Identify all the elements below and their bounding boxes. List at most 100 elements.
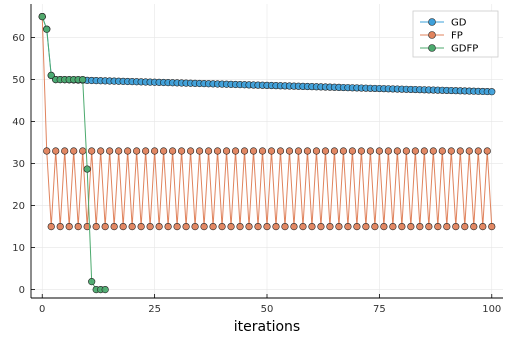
data-point-fp [115, 147, 123, 155]
data-point-fp [169, 147, 177, 155]
data-point-fp [101, 223, 109, 231]
data-point-fp [407, 223, 415, 231]
legend-marker [428, 44, 436, 52]
data-point-fp [308, 223, 316, 231]
data-point-fp [160, 147, 168, 155]
data-point-fp [321, 147, 330, 155]
data-point-fp [191, 223, 199, 231]
x-tick-label: 0 [39, 304, 45, 315]
data-point-fp [195, 147, 204, 155]
data-point-fp [474, 147, 482, 155]
x-tick-label: 50 [261, 304, 274, 315]
data-point-fp [344, 223, 352, 231]
data-point-fp [272, 223, 280, 231]
x-axis-label: iterations [234, 319, 300, 335]
data-point-fp [290, 223, 298, 231]
data-point-fp [263, 223, 271, 231]
data-point-fp [88, 147, 96, 155]
data-point-fp [447, 147, 455, 155]
data-point-gdfp [79, 75, 87, 84]
data-point-fp [155, 223, 163, 231]
data-point-fp [146, 223, 154, 231]
x-tick-label: 100 [482, 304, 501, 315]
data-point-fp [452, 223, 460, 231]
data-point-fp [402, 147, 410, 155]
data-point-fp [65, 223, 73, 231]
data-point-fp [164, 223, 172, 231]
data-point-fp [245, 223, 253, 231]
y-tick-label: 0 [19, 285, 25, 296]
data-point-fp [312, 147, 321, 155]
legend-label: GD [451, 18, 467, 29]
data-point-fp [70, 147, 78, 155]
data-point-fp [366, 147, 374, 155]
data-point-gd [488, 88, 496, 96]
axes [30, 4, 503, 299]
y-tick-label: 40 [12, 117, 25, 128]
data-point-gdfp [47, 71, 55, 79]
series-gd [38, 13, 496, 96]
data-point-fp [375, 147, 383, 155]
data-point-fp [61, 147, 69, 155]
data-point-fp [200, 223, 208, 231]
data-point-fp [249, 147, 258, 155]
data-point-fp [52, 147, 60, 155]
data-point-fp [353, 223, 361, 231]
series-layer [38, 13, 496, 294]
data-point-fp [425, 223, 433, 231]
y-tick-label: 20 [12, 201, 25, 212]
series-gdfp [38, 13, 109, 294]
data-point-fp [142, 147, 150, 155]
data-point-fp [398, 223, 406, 231]
data-point-gdfp [101, 286, 109, 294]
data-point-fp [204, 147, 213, 155]
data-point-fp [106, 147, 114, 155]
data-point-fp [479, 223, 487, 231]
data-point-fp [56, 223, 64, 231]
data-point-fp [276, 147, 285, 155]
data-point-fp [339, 147, 348, 155]
data-point-fp [335, 223, 343, 231]
data-point-fp [429, 147, 437, 155]
data-point-fp [182, 223, 190, 231]
data-point-fp [416, 223, 424, 231]
data-point-fp [137, 223, 145, 231]
legend-marker [428, 31, 436, 39]
data-point-fp [285, 147, 294, 155]
data-point-fp [227, 223, 235, 231]
data-point-fp [434, 223, 442, 231]
tick-labels: 0 25 50 75 100 0 10 20 30 40 50 60 [12, 33, 501, 315]
data-point-fp [357, 147, 366, 155]
data-point-fp [465, 147, 473, 155]
data-point-fp [209, 223, 217, 231]
data-point-fp [83, 223, 91, 231]
data-point-fp [222, 147, 231, 155]
data-point-fp [317, 223, 325, 231]
legend-label: GDFP [451, 44, 478, 55]
data-point-fp [411, 147, 419, 155]
y-tick-label: 60 [12, 33, 25, 44]
data-point-fp [389, 223, 397, 231]
data-point-fp [483, 147, 491, 155]
data-point-fp [470, 223, 478, 231]
data-point-fp [119, 223, 127, 231]
data-point-fp [92, 223, 100, 231]
data-point-fp [97, 147, 105, 155]
data-point-fp [294, 147, 303, 155]
data-point-fp [456, 147, 464, 155]
y-tick-label: 30 [12, 159, 25, 170]
data-point-fp [443, 223, 451, 231]
data-point-fp [281, 223, 289, 231]
data-point-fp [461, 223, 469, 231]
data-point-fp [133, 147, 141, 155]
y-tick-label: 50 [12, 75, 25, 86]
data-point-fp [303, 147, 312, 155]
data-point-fp [177, 147, 186, 155]
data-point-gdfp [83, 165, 91, 173]
data-point-fp [299, 223, 307, 231]
legend-label: FP [451, 31, 463, 42]
data-point-fp [258, 147, 267, 155]
data-point-fp [218, 223, 226, 231]
series-fp [38, 13, 496, 231]
